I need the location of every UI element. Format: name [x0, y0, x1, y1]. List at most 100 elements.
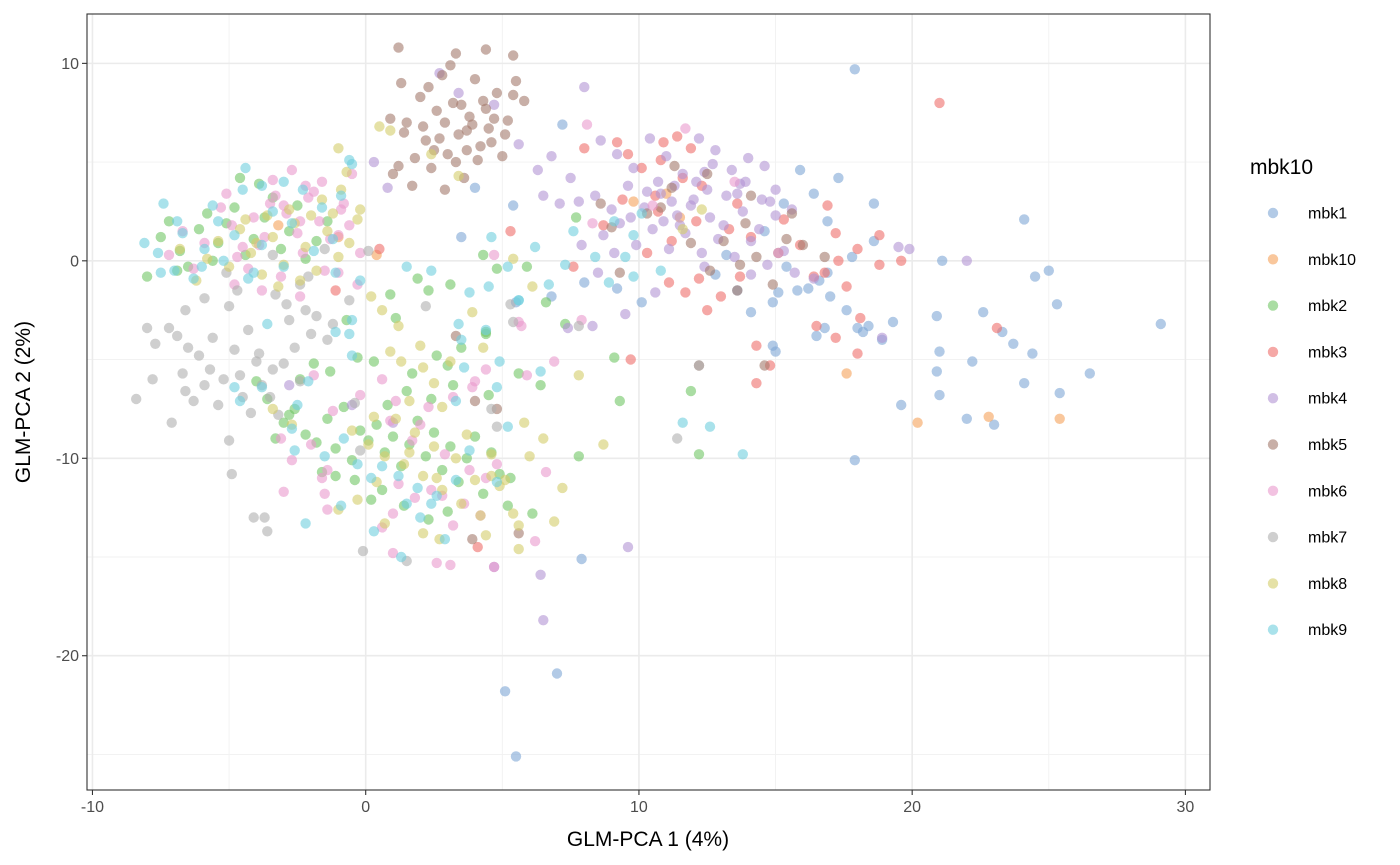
data-point [188, 395, 199, 407]
data-point [199, 243, 210, 255]
data-point [647, 200, 658, 211]
data-point [398, 459, 410, 470]
data-point [300, 518, 311, 529]
data-point [417, 121, 429, 132]
data-point [368, 156, 380, 168]
data-point [502, 500, 513, 511]
data-point [696, 204, 707, 215]
legend-label: mbk7 [1308, 530, 1347, 547]
data-point [428, 441, 440, 452]
data-point [540, 297, 552, 308]
data-point [461, 429, 472, 440]
data-point [620, 251, 631, 263]
data-point [319, 243, 330, 255]
data-point [773, 247, 784, 259]
legend-key [1267, 578, 1279, 589]
data-point [961, 255, 972, 266]
data-point [229, 230, 240, 241]
data-point [743, 152, 754, 164]
data-point [284, 226, 295, 237]
data-point [734, 259, 746, 270]
data-point [234, 395, 246, 407]
data-point [396, 551, 407, 563]
data-point [284, 204, 295, 215]
data-point [303, 271, 314, 282]
data-point [702, 184, 713, 195]
data-point [294, 376, 306, 387]
data-point [691, 216, 702, 227]
data-point [598, 230, 609, 241]
data-point [833, 255, 844, 266]
data-point [256, 269, 268, 280]
data-point [762, 259, 773, 270]
data-point [177, 228, 188, 239]
data-point [469, 376, 481, 387]
data-point [229, 382, 240, 393]
data-point [622, 541, 634, 553]
data-point [652, 176, 664, 187]
data-point [333, 251, 344, 263]
data-point [729, 176, 740, 187]
data-point [576, 553, 587, 565]
data-point [385, 125, 396, 136]
data-point [292, 228, 303, 239]
data-point [278, 486, 289, 497]
y-tick-label: -20 [56, 648, 79, 665]
data-point [732, 188, 743, 199]
data-point [229, 202, 240, 213]
data-point [387, 547, 399, 559]
data-point [846, 251, 858, 263]
data-point [579, 81, 590, 93]
data-point [445, 279, 456, 290]
data-point [773, 287, 784, 298]
data-point [349, 397, 360, 409]
data-point [182, 342, 194, 353]
data-point [267, 249, 278, 261]
data-point [961, 413, 972, 424]
data-point [513, 368, 524, 379]
data-point [469, 74, 481, 85]
data-point [207, 200, 218, 211]
data-point [868, 198, 880, 209]
data-point [415, 512, 426, 523]
data-point [284, 409, 295, 420]
data-point [529, 536, 541, 547]
data-point [316, 202, 328, 213]
data-point [737, 449, 748, 460]
data-point [685, 385, 697, 397]
data-point [393, 478, 404, 490]
data-point [666, 235, 677, 247]
data-point [376, 461, 388, 472]
y-tick-label: 10 [61, 56, 79, 73]
data-point [494, 356, 505, 367]
data-point [355, 275, 366, 286]
legend-label: mbk5 [1308, 437, 1347, 454]
data-point [202, 208, 213, 219]
data-point [319, 488, 330, 499]
data-point [508, 200, 519, 211]
data-point [636, 297, 647, 308]
data-point [456, 342, 467, 353]
data-point [376, 374, 388, 385]
data-point [461, 453, 472, 464]
data-point [453, 87, 464, 99]
data-point [551, 668, 563, 679]
data-point [521, 370, 533, 381]
data-point [270, 289, 281, 300]
data-point [442, 506, 453, 517]
data-point [163, 216, 175, 227]
data-point [904, 243, 915, 255]
data-point [174, 243, 186, 255]
data-point [357, 545, 369, 557]
data-point [453, 129, 464, 140]
data-point [292, 399, 303, 411]
data-point [204, 364, 216, 375]
data-point [256, 285, 268, 296]
data-point [407, 435, 418, 446]
data-point [704, 265, 716, 276]
data-point [267, 364, 278, 375]
data-point [644, 133, 656, 144]
data-point [428, 378, 440, 389]
data-point [434, 133, 445, 144]
data-point [677, 224, 688, 235]
